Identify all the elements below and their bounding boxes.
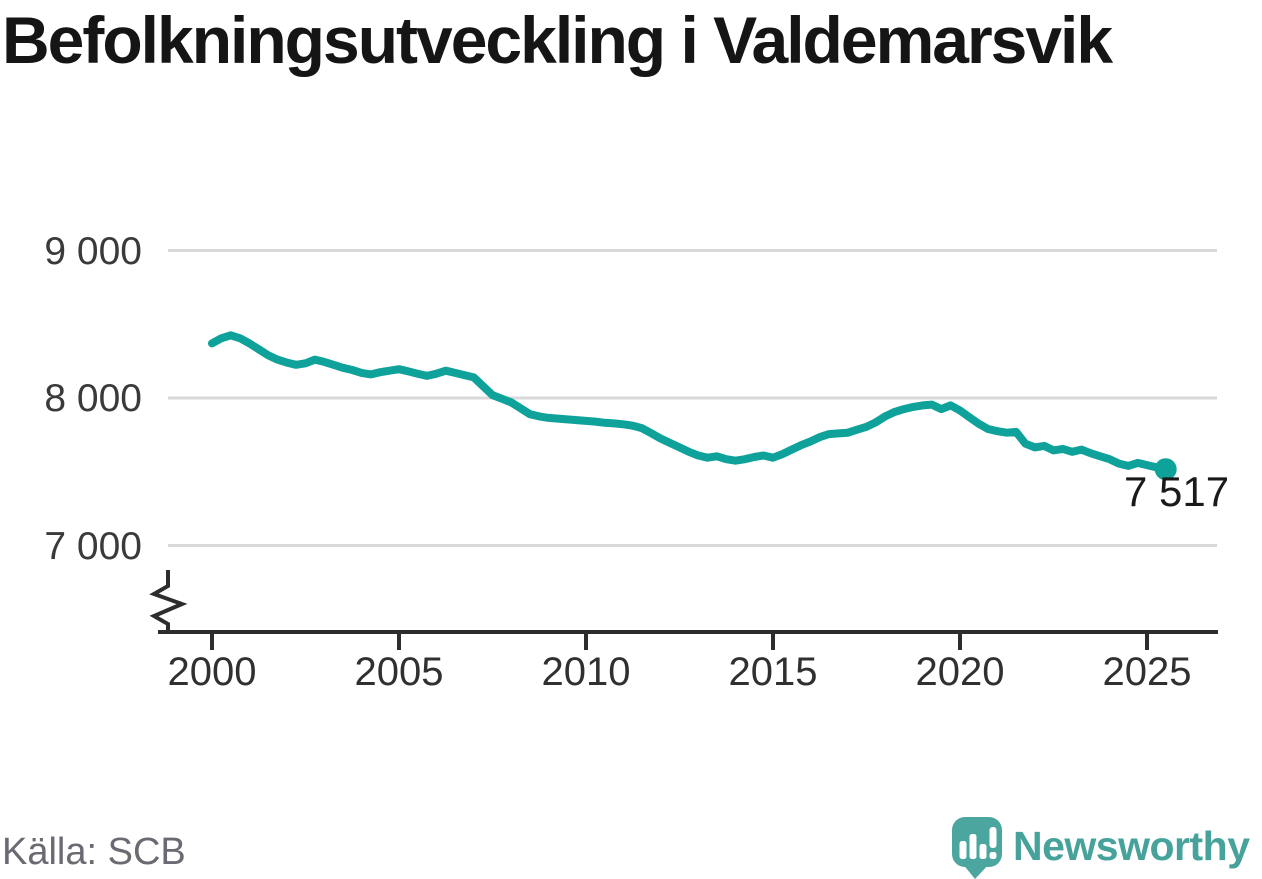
logo-exclamation-dot (989, 852, 997, 859)
newsworthy-logo: Newsworthy (949, 815, 1259, 879)
y-axis-tick-label: 7 000 (44, 524, 142, 568)
y-axis-tick-label: 9 000 (44, 229, 142, 273)
x-axis-tick-label: 2015 (728, 650, 818, 694)
y-axis-tick-label: 8 000 (44, 377, 142, 420)
x-axis-tick-label: 2010 (541, 650, 631, 694)
logo-bar-2 (969, 834, 977, 859)
x-axis-tick-label: 2000 (167, 650, 257, 694)
source-credit: Källa: SCB (2, 831, 186, 873)
logo-bar-1 (959, 841, 967, 859)
chart-title: Befolkningsutveckling i Valdemarsvik (2, 3, 1113, 77)
population-line-series (208, 331, 1170, 474)
x-axis-tick-label: 2020 (915, 650, 1005, 694)
logo-bar-3 (979, 844, 987, 859)
y-axis-break-zigzag (149, 570, 188, 632)
newsworthy-logo-icon (952, 817, 1002, 879)
x-axis-tick-label: 2025 (1102, 650, 1192, 694)
logo-exclamation-bar (989, 827, 997, 848)
last-value-label: 7 517 (1124, 468, 1230, 515)
newsworthy-logo-text: Newsworthy (1013, 823, 1250, 869)
x-axis-tick-label: 2005 (354, 650, 444, 694)
last-point-dot (1154, 458, 1177, 481)
